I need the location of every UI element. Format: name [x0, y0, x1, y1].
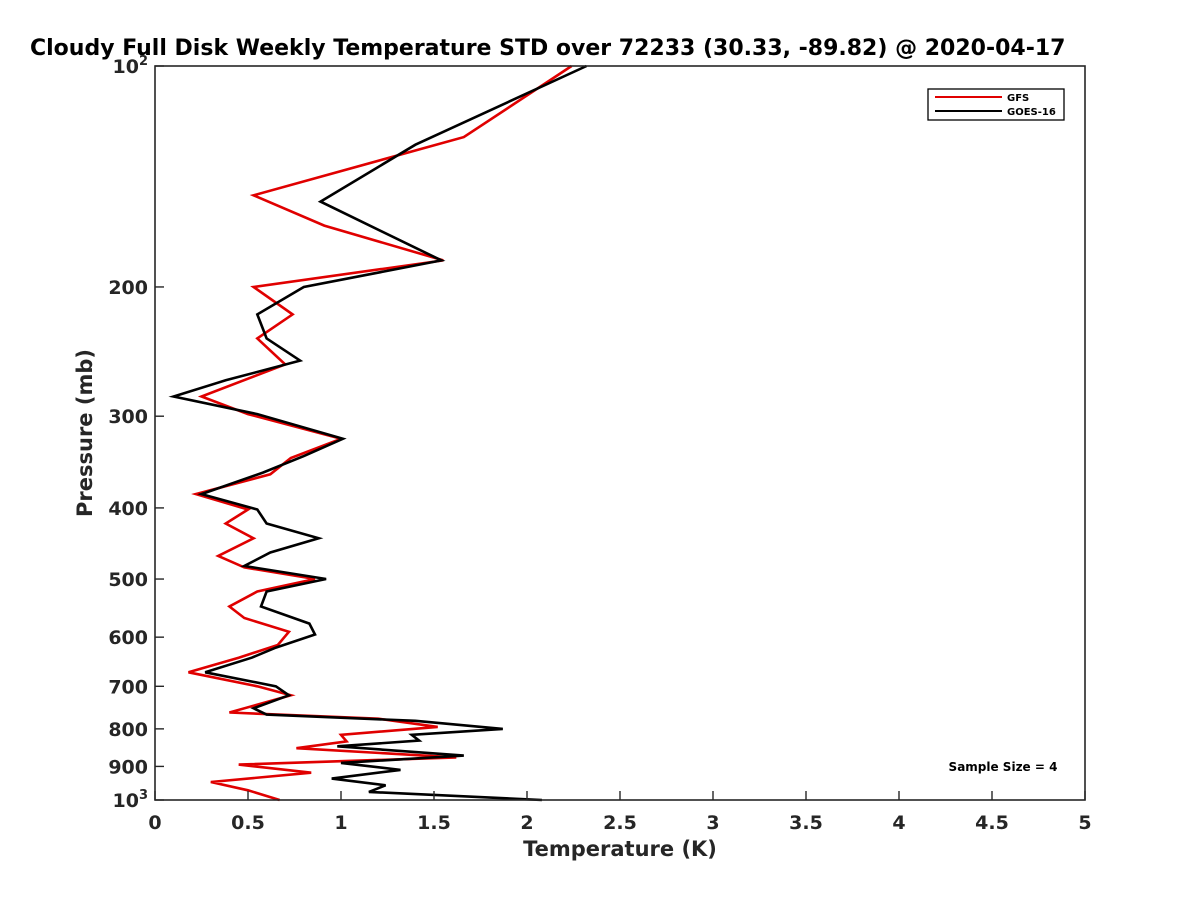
x-tick-label: 0.5: [231, 812, 265, 834]
x-tick-label: 4.5: [975, 812, 1009, 834]
x-axis-ticks: 0 0.5 1 1.5 2 2.5 3 3.5 4 4.5 5: [148, 791, 1092, 834]
y-tick-label: 102: [113, 54, 149, 78]
y-tick-label: 900: [108, 756, 148, 778]
x-tick-label: 4: [892, 812, 905, 834]
y-tick-label: 103: [113, 788, 149, 812]
y-tick-label: 600: [108, 627, 148, 649]
x-tick-label: 1: [334, 812, 347, 834]
x-tick-label: 3: [706, 812, 719, 834]
series-line-gfs: [188, 64, 573, 802]
y-tick-label: 400: [108, 498, 148, 520]
chart-title: Cloudy Full Disk Weekly Temperature STD …: [30, 36, 1065, 61]
plot-lines: [168, 64, 588, 802]
y-axis-ticks: 102 200 300 400 500 600 700 800 900 103: [108, 54, 164, 812]
legend: GFS GOES-16: [927, 88, 1065, 121]
y-axis-label: Pressure (mb): [73, 349, 97, 517]
x-tick-label: 1.5: [417, 812, 451, 834]
x-tick-label: 5: [1078, 812, 1091, 834]
y-tick-label: 300: [108, 406, 148, 428]
y-tick-label: 200: [108, 277, 148, 299]
x-tick-label: 2: [520, 812, 533, 834]
y-tick-label: 500: [108, 569, 148, 591]
y-tick-label: 800: [108, 719, 148, 741]
legend-label-gfs: GFS: [1007, 93, 1029, 104]
legend-label-goes16: GOES-16: [1007, 107, 1056, 118]
y-tick-label: 700: [108, 676, 148, 698]
series-line-goes16: [168, 64, 588, 802]
sample-size-annotation: Sample Size = 4: [949, 760, 1058, 774]
x-axis-label: Temperature (K): [523, 837, 717, 861]
x-tick-label: 0: [148, 812, 161, 834]
legend-box: [927, 88, 1065, 121]
x-tick-label: 3.5: [789, 812, 823, 834]
x-tick-label: 2.5: [603, 812, 637, 834]
